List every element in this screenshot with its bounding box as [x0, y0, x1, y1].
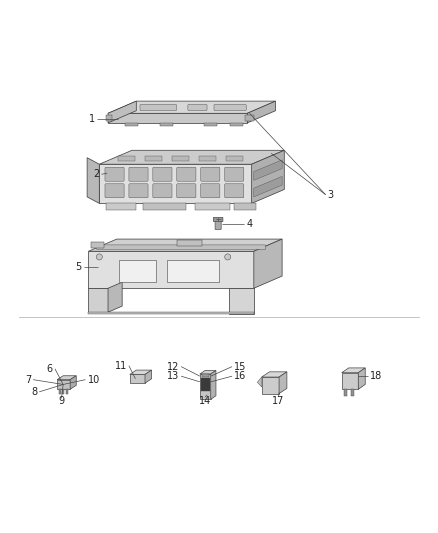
- Polygon shape: [204, 123, 217, 126]
- FancyBboxPatch shape: [140, 104, 177, 110]
- Polygon shape: [106, 115, 113, 121]
- Polygon shape: [261, 377, 279, 393]
- Circle shape: [107, 169, 116, 177]
- Text: 1: 1: [89, 114, 95, 124]
- FancyBboxPatch shape: [153, 184, 172, 198]
- Polygon shape: [247, 101, 276, 123]
- Polygon shape: [130, 370, 152, 375]
- FancyBboxPatch shape: [188, 104, 207, 110]
- Polygon shape: [254, 239, 282, 288]
- Polygon shape: [201, 378, 210, 391]
- FancyBboxPatch shape: [153, 167, 172, 181]
- Polygon shape: [87, 158, 99, 204]
- Polygon shape: [172, 156, 189, 161]
- Polygon shape: [88, 251, 254, 288]
- FancyBboxPatch shape: [105, 184, 124, 198]
- Polygon shape: [199, 156, 216, 161]
- Text: 6: 6: [46, 364, 53, 374]
- Text: 13: 13: [167, 371, 179, 381]
- Polygon shape: [254, 176, 282, 197]
- Text: 14: 14: [199, 395, 211, 406]
- Text: 16: 16: [234, 371, 247, 381]
- Polygon shape: [70, 376, 76, 389]
- Polygon shape: [226, 156, 243, 161]
- Polygon shape: [130, 375, 145, 383]
- Polygon shape: [177, 240, 202, 246]
- Polygon shape: [88, 312, 254, 314]
- Polygon shape: [118, 156, 135, 161]
- Polygon shape: [200, 374, 211, 399]
- Text: 15: 15: [234, 361, 247, 372]
- Polygon shape: [99, 164, 252, 204]
- Text: 5: 5: [76, 262, 82, 272]
- Text: 8: 8: [31, 387, 37, 397]
- Polygon shape: [160, 123, 173, 126]
- FancyBboxPatch shape: [225, 167, 244, 181]
- Polygon shape: [91, 241, 104, 248]
- Polygon shape: [279, 372, 287, 393]
- FancyBboxPatch shape: [201, 167, 220, 181]
- FancyBboxPatch shape: [351, 389, 354, 396]
- Text: 11: 11: [114, 361, 127, 371]
- Polygon shape: [88, 239, 282, 251]
- Circle shape: [96, 254, 102, 260]
- Text: 2: 2: [93, 169, 99, 179]
- Polygon shape: [230, 123, 243, 126]
- Polygon shape: [145, 370, 152, 383]
- Polygon shape: [358, 368, 365, 389]
- Polygon shape: [108, 101, 136, 123]
- Text: 7: 7: [25, 375, 31, 385]
- FancyBboxPatch shape: [213, 217, 223, 222]
- Text: 9: 9: [58, 395, 64, 406]
- FancyBboxPatch shape: [225, 184, 244, 198]
- Circle shape: [109, 171, 113, 175]
- Polygon shape: [143, 204, 186, 210]
- FancyBboxPatch shape: [96, 245, 265, 249]
- Text: 4: 4: [247, 219, 253, 229]
- Circle shape: [225, 254, 231, 260]
- Polygon shape: [200, 370, 216, 374]
- FancyBboxPatch shape: [214, 104, 246, 110]
- FancyBboxPatch shape: [177, 184, 196, 198]
- Polygon shape: [88, 288, 108, 312]
- FancyBboxPatch shape: [105, 167, 124, 181]
- Polygon shape: [167, 260, 219, 282]
- FancyBboxPatch shape: [66, 389, 68, 394]
- FancyBboxPatch shape: [201, 184, 220, 198]
- FancyBboxPatch shape: [215, 220, 221, 230]
- Polygon shape: [108, 114, 247, 123]
- Polygon shape: [254, 160, 282, 180]
- Polygon shape: [106, 204, 136, 210]
- Polygon shape: [211, 370, 216, 399]
- Polygon shape: [245, 115, 254, 121]
- FancyBboxPatch shape: [129, 167, 148, 181]
- Text: 3: 3: [328, 190, 334, 200]
- Text: 10: 10: [88, 375, 100, 385]
- FancyBboxPatch shape: [344, 389, 347, 396]
- Polygon shape: [234, 204, 256, 210]
- Polygon shape: [108, 282, 122, 312]
- Polygon shape: [261, 372, 287, 377]
- Polygon shape: [229, 288, 254, 314]
- FancyBboxPatch shape: [62, 389, 64, 394]
- Polygon shape: [125, 123, 138, 126]
- Polygon shape: [145, 156, 162, 161]
- Text: 18: 18: [370, 371, 382, 381]
- Text: 12: 12: [166, 361, 179, 372]
- Polygon shape: [119, 260, 156, 282]
- FancyBboxPatch shape: [177, 167, 196, 181]
- Polygon shape: [252, 150, 284, 204]
- FancyBboxPatch shape: [129, 184, 148, 198]
- Polygon shape: [195, 204, 230, 210]
- Polygon shape: [99, 150, 284, 164]
- Polygon shape: [57, 379, 70, 389]
- Polygon shape: [257, 377, 261, 387]
- Polygon shape: [57, 376, 76, 379]
- FancyBboxPatch shape: [59, 389, 61, 394]
- Polygon shape: [202, 374, 208, 377]
- Polygon shape: [108, 101, 276, 114]
- Text: 17: 17: [272, 395, 284, 406]
- Polygon shape: [342, 373, 358, 389]
- Polygon shape: [342, 368, 365, 373]
